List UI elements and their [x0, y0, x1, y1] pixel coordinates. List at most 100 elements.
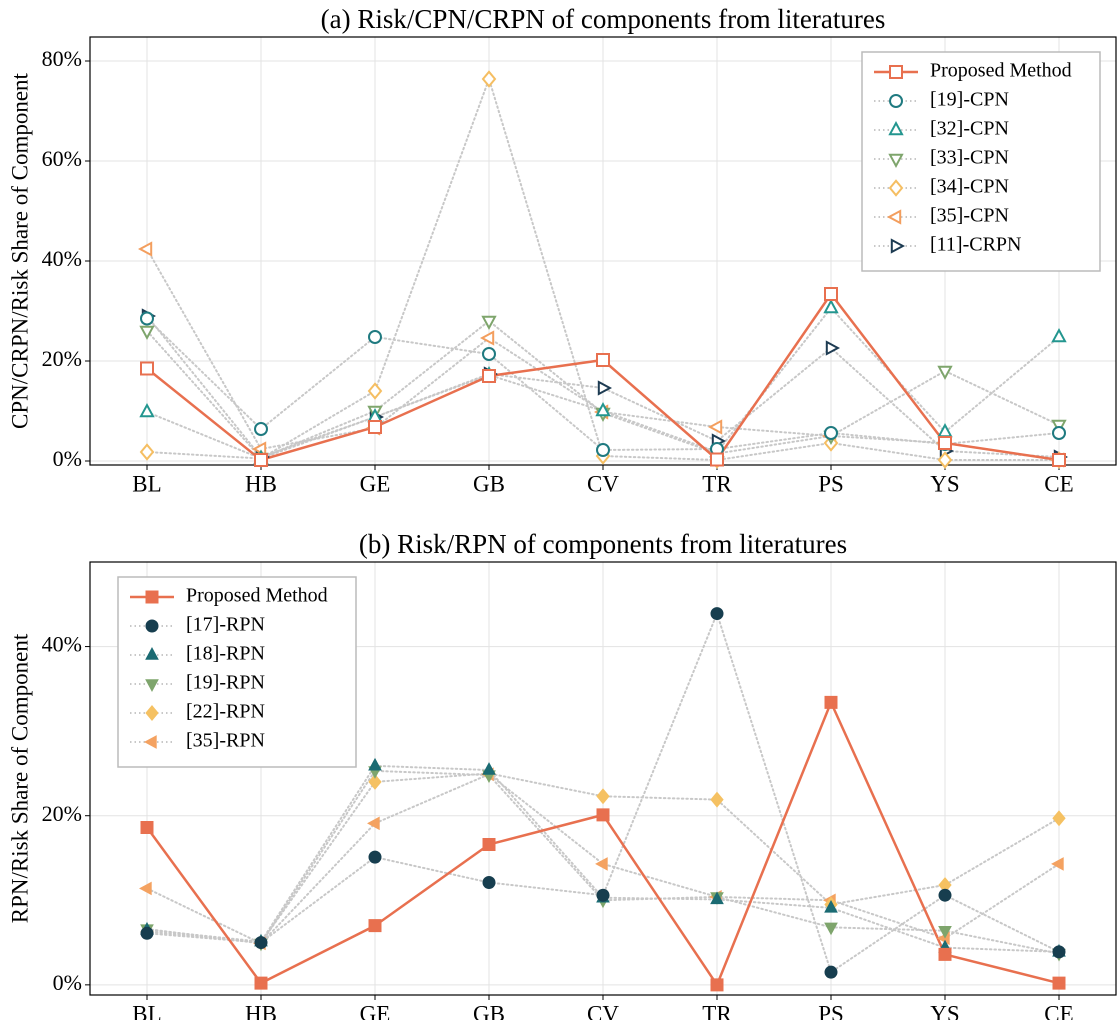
data-point [823, 298, 839, 314]
x-tick-label: CE [1044, 1001, 1073, 1020]
plot-frame [89, 36, 1117, 466]
legend-marker [888, 153, 904, 169]
data-point [1052, 810, 1066, 827]
y-tick-label: 80% [42, 46, 82, 71]
data-point [139, 881, 152, 896]
data-point [937, 422, 953, 438]
legend-marker [886, 209, 902, 225]
data-point [479, 330, 495, 346]
data-point [824, 287, 838, 301]
data-point [824, 922, 838, 936]
y-axis-label: CPN/CRPN/Risk Share of Component [7, 72, 32, 429]
legend-marker [889, 65, 903, 79]
data-point [254, 453, 268, 467]
data-point [938, 888, 952, 902]
y-tick-label: 20% [42, 801, 82, 826]
x-tick-label: PS [818, 471, 844, 496]
legend-label: [32]-CPN [930, 118, 1009, 140]
legend-box [117, 576, 357, 768]
legend-marker [145, 619, 159, 633]
data-point [595, 857, 608, 871]
x-tick-label: HB [245, 1001, 277, 1020]
data-point [937, 365, 953, 381]
data-point [597, 380, 613, 396]
x-tick-label: CV [587, 1001, 619, 1020]
data-point [139, 311, 155, 326]
legend-label: [18]-RPN [186, 643, 265, 665]
data-point [710, 978, 724, 992]
x-tick-label: TR [702, 471, 732, 496]
chart-title: (a) Risk/CPN/CRPN of components from lit… [321, 4, 886, 34]
data-point [254, 936, 268, 950]
data-point [595, 443, 611, 457]
plot-frame [89, 561, 1117, 996]
data-point [824, 965, 838, 979]
data-point [823, 426, 839, 440]
data-point [596, 808, 610, 822]
data-point [710, 452, 724, 467]
legend-label: [34]-CPN [930, 176, 1009, 198]
subplot: (b) Risk/RPN of components from literatu… [7, 529, 1117, 1020]
data-point [481, 347, 497, 361]
data-point [368, 757, 382, 771]
legend-label: [11]-CRPN [930, 234, 1021, 256]
legend-box [861, 51, 1101, 272]
data-point [367, 382, 383, 400]
y-tick-label: 0% [53, 970, 82, 995]
legend-marker [888, 94, 904, 108]
data-point [481, 70, 497, 88]
legend-marker [145, 679, 159, 692]
y-tick-label: 40% [42, 246, 82, 271]
x-tick-label: BL [132, 1001, 161, 1020]
legend-marker [144, 735, 157, 749]
data-point [596, 888, 610, 902]
legend-label: [19]-RPN [186, 672, 265, 694]
legend-label: Proposed Method [930, 60, 1072, 82]
data-point [825, 340, 841, 356]
legend-marker [890, 238, 906, 254]
x-tick-label: TR [702, 1001, 732, 1020]
data-point [824, 695, 838, 709]
x-tick-label: PS [818, 1001, 844, 1020]
y-tick-label: 40% [42, 632, 82, 657]
data-point [938, 947, 952, 961]
y-tick-label: 20% [42, 346, 82, 371]
data-point [481, 315, 497, 331]
data-point [137, 241, 153, 257]
data-point [596, 353, 610, 367]
data-point [139, 443, 155, 461]
legend-label: [17]-RPN [186, 614, 265, 636]
legend-label: [33]-CPN [930, 147, 1009, 169]
data-point [1052, 945, 1066, 959]
data-point [139, 402, 155, 418]
data-point [368, 850, 382, 864]
data-point [1051, 327, 1067, 343]
y-axis-label: RPN/Risk Share of Component [7, 633, 32, 923]
x-tick-label: YS [930, 1001, 959, 1020]
legend-marker [888, 179, 904, 197]
x-tick-label: CV [587, 471, 619, 496]
x-tick-label: GE [360, 1001, 391, 1020]
data-point [596, 788, 610, 805]
legend-label: [35]-CPN [930, 205, 1009, 227]
series-line [146, 773, 1060, 945]
legend-marker [145, 647, 159, 660]
data-point [140, 361, 154, 376]
data-point [710, 607, 724, 621]
data-point [482, 837, 496, 851]
series-line [146, 317, 1060, 452]
series-line [146, 315, 1060, 459]
data-point [1051, 426, 1067, 440]
data-point [254, 976, 268, 990]
data-point [937, 451, 953, 469]
data-point [1052, 453, 1066, 467]
x-tick-label: CE [1044, 471, 1073, 496]
legend-marker [145, 705, 159, 721]
subplot: (a) Risk/CPN/CRPN of components from lit… [7, 4, 1117, 496]
data-point [710, 891, 724, 905]
x-tick-label: HB [245, 471, 277, 496]
y-tick-label: 60% [42, 146, 82, 171]
data-point [368, 919, 382, 933]
data-point [482, 762, 496, 775]
